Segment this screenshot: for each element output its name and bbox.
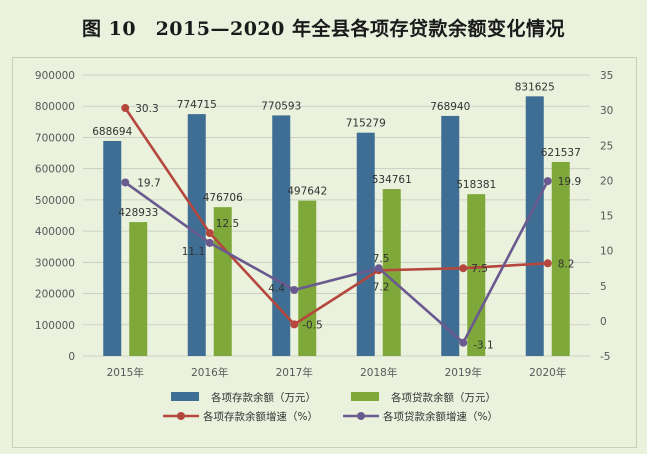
y-left-tick-label: 600000 (35, 164, 75, 176)
loan-growth-label: 11.1 (182, 246, 205, 258)
deposit-growth-label: 30.3 (135, 103, 158, 115)
loan-growth-label: 19.9 (558, 176, 581, 188)
loan-growth-point (290, 285, 299, 294)
loan-growth-point (374, 264, 383, 273)
chart-title: 图 10 2015—2020 年全县各项存贷款余额变化情况 (82, 18, 565, 40)
deposit-growth-point (205, 229, 214, 238)
y-right-tick-label: 10 (600, 246, 613, 258)
loan-bar (467, 194, 486, 356)
y-right-tick-label: 30 (600, 105, 613, 117)
loan-bar (213, 207, 232, 356)
loan-bar (129, 222, 148, 356)
deposit-bar (103, 140, 122, 356)
deposit-bar (272, 115, 291, 356)
legend-swatch (351, 392, 379, 401)
y-left-tick-label: 900000 (35, 70, 75, 82)
legend-label: 各项存款余额增速（%） (203, 410, 318, 423)
loan-growth-label: -3.1 (473, 340, 494, 352)
y-left-tick-label: 400000 (35, 226, 75, 238)
deposit-growth-label: -0.5 (302, 319, 323, 331)
legend-label: 各项贷款余额增速（%） (383, 410, 498, 423)
y-left-tick-label: 200000 (35, 289, 75, 301)
x-tick-label: 2020年 (529, 366, 566, 379)
loan-bar-label: 428933 (118, 207, 158, 219)
loan-growth-line (124, 180, 549, 345)
loan-growth-point (121, 178, 130, 187)
deposit-growth-label: 7.2 (373, 281, 390, 293)
y-left-tick-label: 800000 (35, 101, 75, 113)
loan-bar-label: 476706 (203, 192, 243, 204)
deposit-growth-label: 12.5 (216, 218, 239, 230)
y-left-tick-label: 0 (68, 351, 75, 363)
loan-growth-label: 7.5 (373, 253, 390, 265)
chart-svg: 0 100000 200000 300000 400000 500000 600000 700… (35, 70, 613, 423)
y-right-tick-label: 20 (600, 175, 613, 187)
deposit-growth-point (290, 320, 299, 329)
loan-bar (298, 200, 317, 356)
deposit-growth-point (459, 264, 468, 273)
chart-panel: 0 100000 200000 300000 400000 500000 600000 700… (12, 57, 637, 448)
loan-growth-label: 4.4 (268, 283, 285, 295)
deposit-growth-label: 8.2 (558, 258, 575, 270)
loan-bar-label: 534761 (372, 174, 412, 186)
y-right-tick-label: 0 (600, 316, 607, 328)
deposit-bar-label: 770593 (261, 100, 301, 112)
y-right-tick-label: 35 (600, 70, 613, 82)
deposit-growth-label: 7.5 (471, 263, 488, 275)
x-tick-label: 2018年 (360, 366, 397, 379)
loan-bar (382, 189, 401, 356)
loan-growth-label: 19.7 (137, 177, 160, 189)
deposit-bar-label: 831625 (515, 81, 555, 93)
loan-growth-point (205, 238, 214, 247)
y-left-tick-label: 100000 (35, 320, 75, 332)
y-left-tick-label: 700000 (35, 132, 75, 144)
x-tick-label: 2019年 (445, 366, 482, 379)
loan-bar-label: 518381 (456, 179, 496, 191)
deposit-bar (525, 96, 544, 356)
legend-marker (177, 412, 185, 420)
deposit-bar (356, 132, 375, 356)
deposit-bar-label: 688694 (92, 126, 132, 138)
loan-bar-label: 497642 (287, 186, 327, 198)
deposit-growth-point (543, 259, 552, 268)
deposit-bar-label: 715279 (346, 118, 386, 130)
y-right-tick-label: -5 (600, 351, 610, 363)
loan-bar (551, 161, 570, 356)
legend-label: 各项贷款余额（万元） (391, 391, 496, 404)
loan-growth-point (543, 177, 552, 186)
y-right-tick-label: 25 (600, 140, 613, 152)
loan-bar-label: 621537 (541, 147, 581, 159)
x-tick-label: 2016年 (191, 366, 228, 379)
x-tick-label: 2015年 (107, 366, 144, 379)
legend-marker (357, 412, 365, 420)
y-right-tick-label: 15 (600, 211, 613, 223)
loan-growth-point (459, 338, 468, 347)
x-tick-label: 2017年 (276, 366, 313, 379)
deposit-growth-line (124, 107, 548, 327)
deposit-bar-label: 768940 (430, 101, 470, 113)
legend-label: 各项存款余额（万元） (211, 391, 316, 404)
legend-swatch (171, 392, 199, 401)
y-left-tick-label: 300000 (35, 257, 75, 269)
deposit-bar (441, 115, 460, 356)
deposit-bar-label: 774715 (177, 99, 217, 111)
y-left-tick-label: 500000 (35, 195, 75, 207)
deposit-growth-point (121, 104, 130, 113)
y-right-tick-label: 5 (600, 281, 607, 293)
